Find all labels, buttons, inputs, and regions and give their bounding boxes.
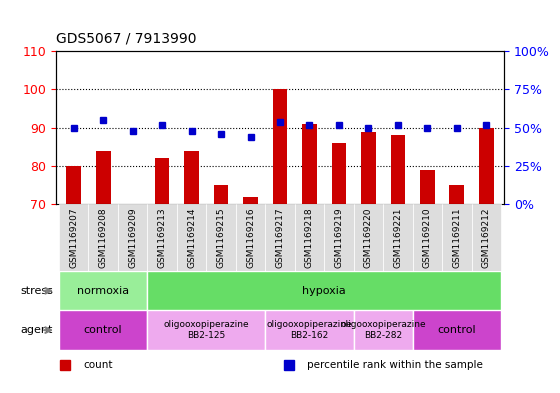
Bar [59,271,147,310]
Text: control: control [437,325,476,335]
FancyBboxPatch shape [354,204,383,271]
Text: GSM1169215: GSM1169215 [217,208,226,268]
Text: GSM1169210: GSM1169210 [423,208,432,268]
FancyBboxPatch shape [59,204,88,271]
Bar [302,124,317,204]
Text: stress: stress [20,286,53,296]
Bar [413,310,501,350]
Text: count: count [83,360,113,371]
Text: GSM1169209: GSM1169209 [128,208,137,268]
Text: GSM1169208: GSM1169208 [99,208,108,268]
Text: percentile rank within the sample: percentile rank within the sample [307,360,483,371]
Text: normoxia: normoxia [77,286,129,296]
Text: GSM1169214: GSM1169214 [187,208,196,268]
Text: GSM1169220: GSM1169220 [364,208,373,268]
Bar [155,158,170,204]
FancyBboxPatch shape [413,204,442,271]
FancyBboxPatch shape [472,204,501,271]
Text: GSM1169221: GSM1169221 [393,208,403,268]
Bar [361,132,376,204]
Bar [66,166,81,204]
Bar [96,151,110,204]
Bar [214,185,228,204]
Bar [479,128,494,204]
FancyBboxPatch shape [206,204,236,271]
Bar [390,135,405,204]
FancyBboxPatch shape [295,204,324,271]
FancyBboxPatch shape [147,204,177,271]
Text: agent: agent [21,325,53,335]
Bar [184,151,199,204]
Bar [243,196,258,204]
Text: hypoxia: hypoxia [302,286,346,296]
FancyBboxPatch shape [236,204,265,271]
Bar [420,170,435,204]
Text: control: control [84,325,123,335]
Text: oligooxopiperazine
BB2-282: oligooxopiperazine BB2-282 [340,320,426,340]
FancyBboxPatch shape [88,204,118,271]
Text: GSM1169218: GSM1169218 [305,208,314,268]
FancyBboxPatch shape [265,204,295,271]
FancyBboxPatch shape [383,204,413,271]
Bar [273,89,287,204]
FancyBboxPatch shape [118,204,147,271]
Text: GSM1169217: GSM1169217 [276,208,284,268]
Text: GSM1169207: GSM1169207 [69,208,78,268]
Bar [147,271,501,310]
Text: GSM1169219: GSM1169219 [334,208,343,268]
Text: oligooxopiperazine
BB2-162: oligooxopiperazine BB2-162 [267,320,352,340]
Text: GSM1169211: GSM1169211 [452,208,461,268]
Bar [354,310,413,350]
FancyBboxPatch shape [177,204,206,271]
Text: GSM1169216: GSM1169216 [246,208,255,268]
Text: oligooxopiperazine
BB2-125: oligooxopiperazine BB2-125 [164,320,249,340]
Text: GSM1169213: GSM1169213 [157,208,167,268]
Text: GDS5067 / 7913990: GDS5067 / 7913990 [56,31,197,45]
FancyBboxPatch shape [324,204,354,271]
Bar [59,310,147,350]
Text: GSM1169212: GSM1169212 [482,208,491,268]
Bar [265,310,354,350]
Bar [332,143,346,204]
FancyBboxPatch shape [442,204,472,271]
Bar [450,185,464,204]
Bar [147,310,265,350]
